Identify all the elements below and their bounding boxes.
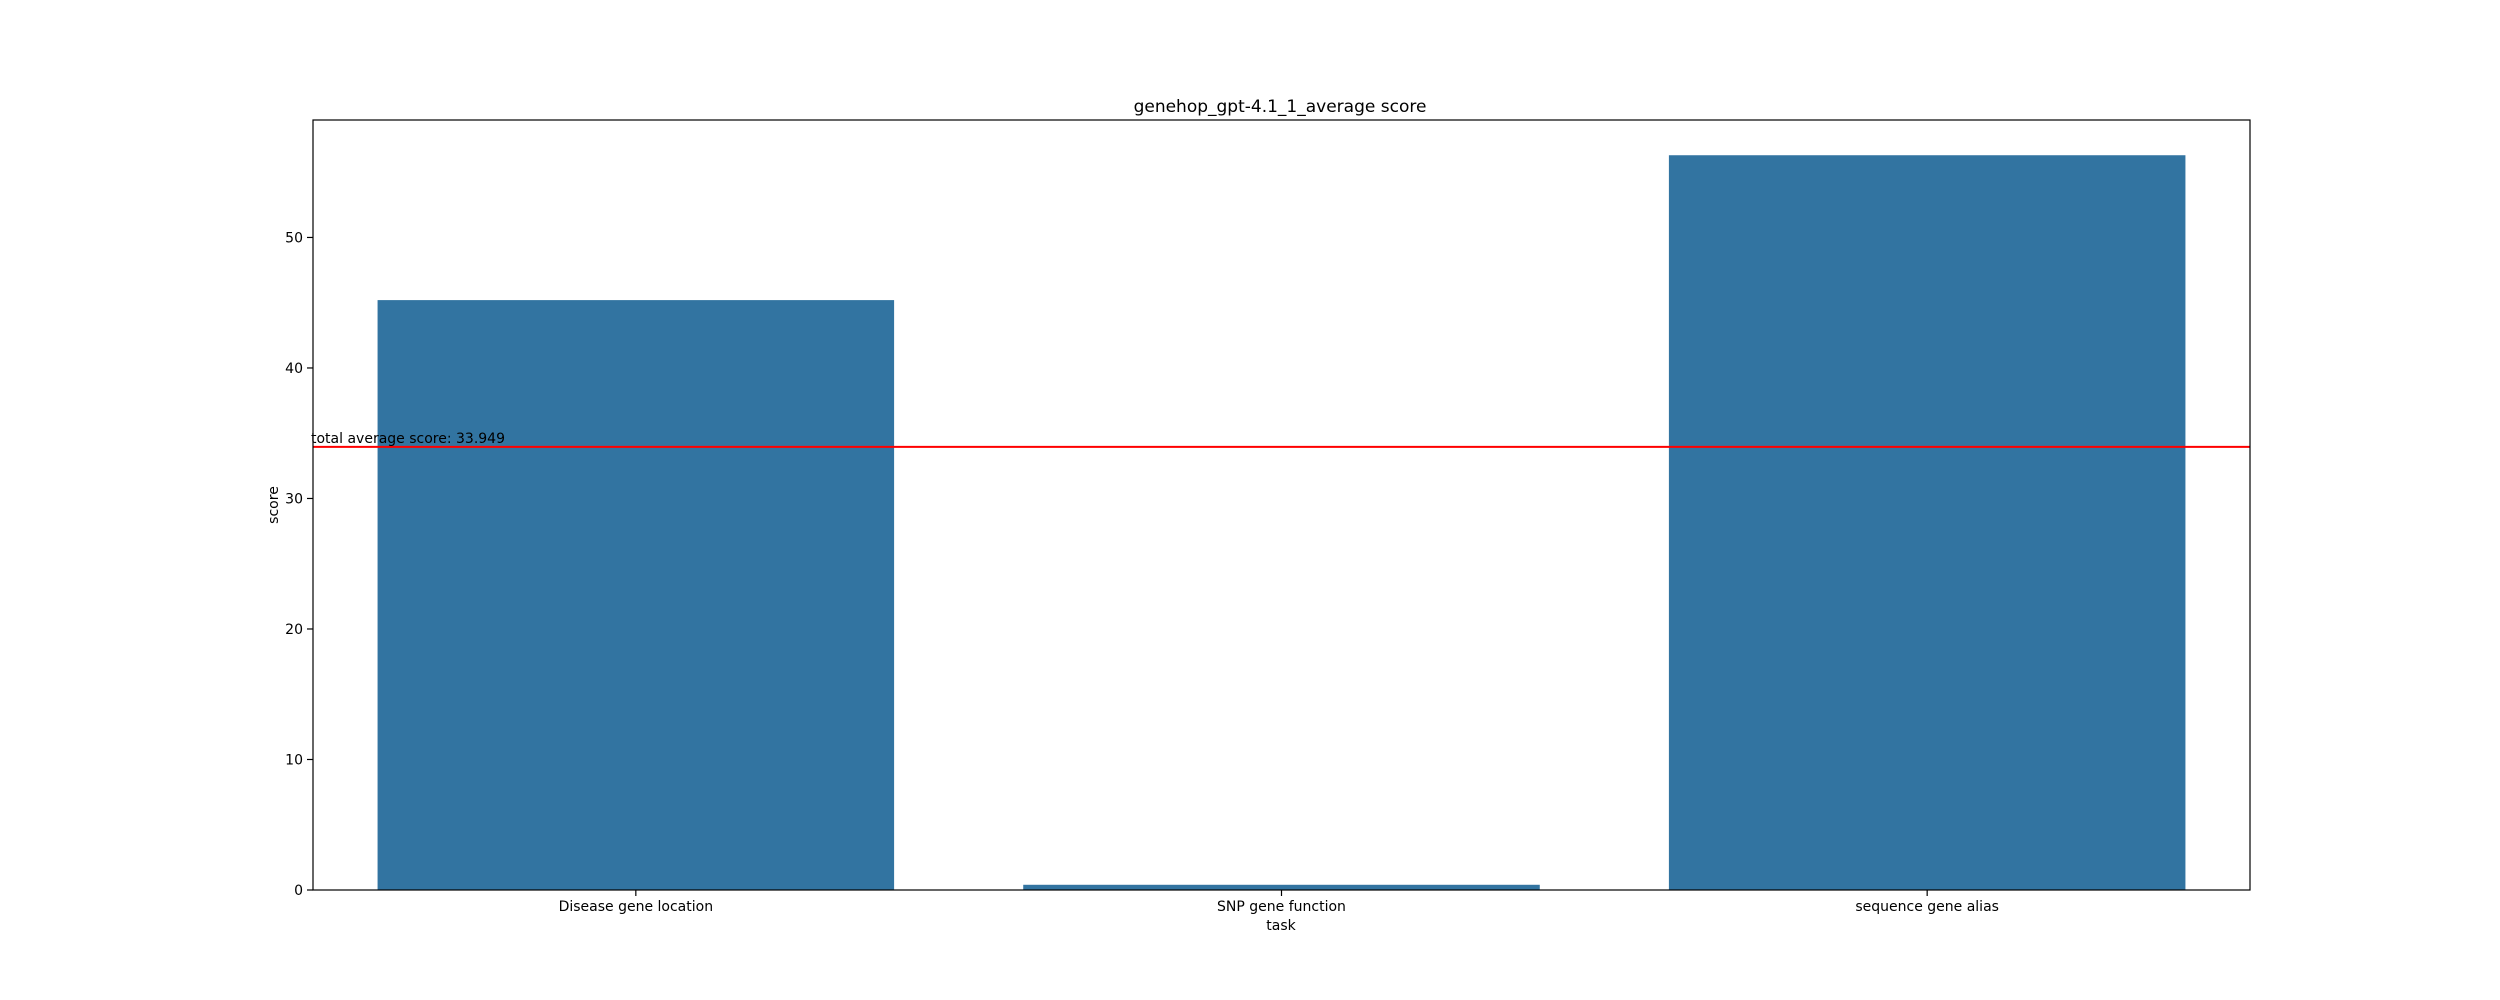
- chart-title: genehop_gpt-4.1_1_average score: [1134, 97, 1427, 117]
- reference-line-group: total average score: 33.949: [311, 431, 2250, 448]
- y-axis-title: score: [266, 486, 282, 524]
- y-tick-label-1: 10: [285, 752, 303, 768]
- y-tick-label-5: 50: [285, 230, 303, 246]
- bar-1: [1023, 884, 1540, 890]
- y-tick-label-2: 20: [285, 622, 303, 638]
- bar-2: [1668, 155, 2186, 890]
- y-tick-label-3: 30: [285, 491, 303, 507]
- bars-group: [377, 155, 2186, 890]
- x-axis: Disease gene location SNP gene function se…: [559, 890, 1999, 915]
- x-tick-label-0: Disease gene location: [559, 899, 714, 915]
- x-axis-title: task: [1266, 918, 1296, 934]
- x-tick-label-2: sequence gene alias: [1855, 899, 1999, 915]
- bar-0: [377, 300, 895, 890]
- x-tick-label-1: SNP gene function: [1217, 899, 1346, 915]
- y-tick-label-4: 40: [285, 361, 303, 377]
- reference-line-label: total average score: 33.949: [311, 431, 505, 447]
- y-axis: 0 10 20 30 40 50: [285, 230, 313, 899]
- y-tick-label-0: 0: [294, 883, 303, 899]
